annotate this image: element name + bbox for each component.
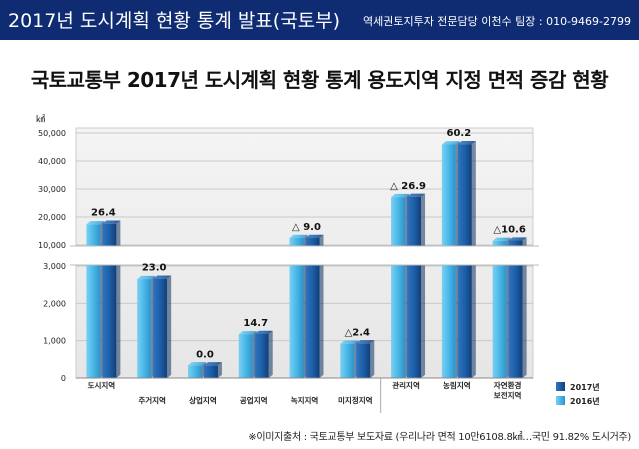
bar-2017 xyxy=(203,365,218,378)
x-tick-label: 도시지역 xyxy=(88,380,116,390)
y-tick-label: 1,000 xyxy=(43,337,66,346)
y-tick-label: 0 xyxy=(61,374,66,383)
data-label: △ 26.9 xyxy=(390,181,426,192)
bar-2016 xyxy=(391,197,406,378)
data-label: 23.0 xyxy=(142,263,167,274)
x-tick-label: 관리지역 xyxy=(392,380,420,390)
y-tick-label: 30,000 xyxy=(38,185,66,194)
data-label: 0.0 xyxy=(196,349,214,360)
x-tick-label: 보전지역 xyxy=(494,390,522,400)
x-tick-label: 공업지역 xyxy=(240,395,268,405)
bar-2017-top xyxy=(356,340,375,344)
legend-swatch xyxy=(556,396,565,405)
bar-2016 xyxy=(238,334,253,378)
bar-2016-top xyxy=(441,141,460,145)
bar-2017-top xyxy=(153,275,172,279)
x-tick-label: 미지정지역 xyxy=(338,395,373,405)
bar-2016-top xyxy=(238,331,257,335)
y-tick-label: 10,000 xyxy=(38,241,66,250)
bar-2017-top xyxy=(407,193,426,197)
bar-2017 xyxy=(254,333,269,378)
bar-2016-top xyxy=(86,221,105,225)
bar-2017-side xyxy=(116,220,121,378)
data-label: △ 9.0 xyxy=(292,222,321,233)
data-label: △2.4 xyxy=(345,327,370,338)
bar-2017 xyxy=(508,240,523,378)
header-bar: 2017년 도시계획 현황 통계 발표(국토부) 역세권토지투자 전문담당 이천… xyxy=(0,0,639,40)
bar-2017-top xyxy=(102,220,121,224)
bar-2016 xyxy=(289,238,304,378)
bar-2016 xyxy=(492,240,507,378)
image-source-note: ※이미지출처 : 국토교통부 보도자료 (우리나라 면적 10만6108.8㎢…… xyxy=(248,432,631,443)
bar-2016-top xyxy=(492,237,511,241)
bar-2017 xyxy=(305,238,320,378)
y-unit-label: ㎢ xyxy=(36,114,45,125)
bar-2017-side xyxy=(319,234,324,378)
bar-2017-side xyxy=(167,275,172,378)
data-label: 26.4 xyxy=(91,208,116,219)
legend-swatch xyxy=(556,382,565,391)
bar-2016-top xyxy=(137,275,156,280)
bar-2017-top xyxy=(305,234,324,238)
x-tick-label: 자연환경 xyxy=(494,380,522,390)
bar-2017-side xyxy=(421,193,426,378)
x-tick-label: 농림지역 xyxy=(443,380,471,390)
data-label: 14.7 xyxy=(243,318,268,329)
bar-2017-top xyxy=(203,362,222,366)
data-label: △10.6 xyxy=(493,225,525,236)
x-tick-label: 녹지지역 xyxy=(291,395,319,405)
bar-2016 xyxy=(137,279,152,378)
bar-2017-top xyxy=(457,141,476,145)
x-tick-label: 주거지역 xyxy=(138,395,166,405)
bar-2017-side xyxy=(522,237,527,378)
bar-2016 xyxy=(340,343,355,378)
bar-2017-side xyxy=(370,340,375,378)
header-contact: 역세권토지투자 전문담당 이천수 팀장 : 010-9469-2799 xyxy=(362,15,631,28)
y-tick-label: 20,000 xyxy=(38,213,66,222)
bar-2016-top xyxy=(391,193,410,198)
y-tick-label: 2,000 xyxy=(43,299,66,308)
header-title: 2017년 도시계획 현황 통계 발표(국토부) xyxy=(8,10,341,32)
bar-2016-top xyxy=(187,362,206,366)
y-tick-label: 40,000 xyxy=(38,157,66,166)
bar-2016 xyxy=(187,365,202,378)
y-tick-label: 3,000 xyxy=(43,262,66,271)
bar-2016-top xyxy=(289,234,308,238)
y-tick-label: 50,000 xyxy=(38,129,66,138)
bar-2017 xyxy=(153,278,168,378)
data-label: 60.2 xyxy=(446,128,471,139)
bar-2017-side xyxy=(217,362,222,378)
chart-main-title: 국토교통부 2017년 도시계획 현황 통계 용도지역 지정 면적 증감 현황 xyxy=(30,68,609,92)
bar-2016-top xyxy=(340,340,359,344)
axis-break-band xyxy=(70,246,539,265)
bar-2017-top xyxy=(508,237,527,241)
bar-2017-side xyxy=(268,330,273,378)
x-tick-label: 상업지역 xyxy=(189,395,217,405)
bar-2017-top xyxy=(254,330,273,334)
bar-2017 xyxy=(407,196,422,378)
legend-label: 2016년 xyxy=(570,396,600,406)
bar-2017 xyxy=(356,343,371,378)
legend-label: 2017년 xyxy=(570,382,600,392)
